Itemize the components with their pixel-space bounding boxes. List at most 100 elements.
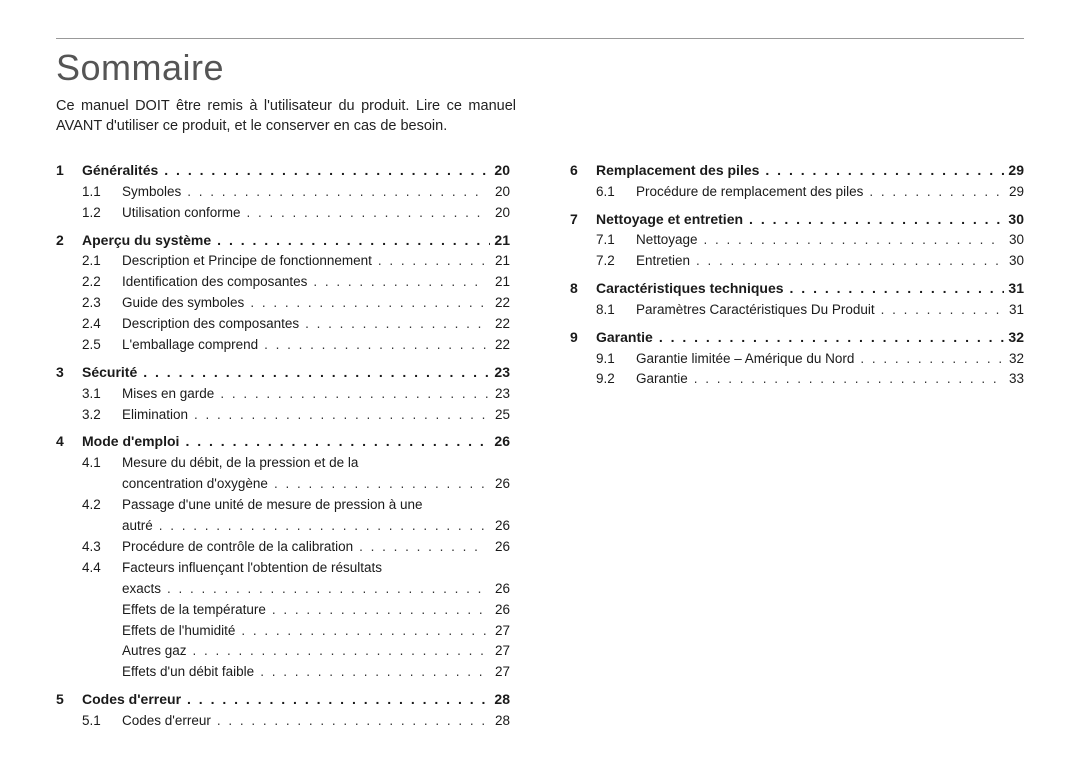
chapter-num: 9 <box>570 327 596 349</box>
chapter-page: 32 <box>1004 327 1024 349</box>
sub-title: Passage d'une unité de mesure de pressio… <box>122 495 510 516</box>
sub-num: 7.1 <box>596 230 636 251</box>
toc-section: 3Sécurité233.1Mises en garde233.2Elimina… <box>56 362 510 426</box>
sub-page: 27 <box>491 662 510 683</box>
chapter-title: Aperçu du système <box>82 230 490 252</box>
toc-sub-row: 7.1Nettoyage30 <box>570 230 1024 251</box>
toc-sub-row: Effets d'un débit faible27 <box>56 662 510 683</box>
sub-num: 1.2 <box>82 203 122 224</box>
chapter-num: 8 <box>570 278 596 300</box>
chapter-title: Généralités <box>82 160 490 182</box>
chapter-title: Codes d'erreur <box>82 689 490 711</box>
chapter-page: 26 <box>490 431 510 453</box>
toc-chapter-row: 7Nettoyage et entretien30 <box>570 209 1024 231</box>
toc-left-column: 1Généralités201.1Symboles201.2Utilisatio… <box>56 154 510 738</box>
toc-sub-row: 8.1Paramètres Caractéristiques Du Produi… <box>570 300 1024 321</box>
sub-num: 4.2 <box>82 495 122 516</box>
sub-page: 27 <box>491 621 510 642</box>
sub-num: 5.1 <box>82 711 122 732</box>
page-title: Sommaire <box>56 47 1024 89</box>
sub-title: Paramètres Caractéristiques Du Produit <box>636 300 1005 321</box>
toc-chapter-row: 2Aperçu du système21 <box>56 230 510 252</box>
toc-section: 4Mode d'emploi264.1Mesure du débit, de l… <box>56 431 510 683</box>
sub-page: 32 <box>1005 349 1024 370</box>
sub-num: 2.2 <box>82 272 122 293</box>
chapter-title: Nettoyage et entretien <box>596 209 1004 231</box>
sub-title: Effets d'un débit faible <box>122 662 491 683</box>
sub-num: 1.1 <box>82 182 122 203</box>
toc-sub-row: Effets de la température26 <box>56 600 510 621</box>
sub-title: Facteurs influençant l'obtention de résu… <box>122 558 510 579</box>
chapter-num: 3 <box>56 362 82 384</box>
sub-title: Mises en garde <box>122 384 491 405</box>
sub-title: Nettoyage <box>636 230 1005 251</box>
sub-title: Description et Principe de fonctionnemen… <box>122 251 491 272</box>
toc-chapter-row: 3Sécurité23 <box>56 362 510 384</box>
sub-page: 21 <box>491 251 510 272</box>
sub-page: 26 <box>491 537 510 558</box>
toc-sub-row: 6.1Procédure de remplacement des piles29 <box>570 182 1024 203</box>
sub-page: 33 <box>1005 369 1024 390</box>
sub-page: 29 <box>1005 182 1024 203</box>
sub-num: 3.2 <box>82 405 122 426</box>
toc-section: 9Garantie329.1Garantie limitée – Amériqu… <box>570 327 1024 391</box>
toc-sub-row: Autres gaz27 <box>56 641 510 662</box>
sub-num: 4.4 <box>82 558 122 579</box>
sub-page: 28 <box>491 711 510 732</box>
sub-page: 30 <box>1005 230 1024 251</box>
sub-title: Procédure de contrôle de la calibration <box>122 537 491 558</box>
chapter-title: Sécurité <box>82 362 490 384</box>
toc-sub-row: 2.5L'emballage comprend22 <box>56 335 510 356</box>
sub-page: 21 <box>491 272 510 293</box>
chapter-num: 7 <box>570 209 596 231</box>
toc-sub-row: 7.2Entretien30 <box>570 251 1024 272</box>
sub-page: 26 <box>491 600 510 621</box>
sub-page: 20 <box>491 182 510 203</box>
sub-page: 31 <box>1005 300 1024 321</box>
sub-num: 7.2 <box>596 251 636 272</box>
toc-columns: 1Généralités201.1Symboles201.2Utilisatio… <box>56 154 1024 738</box>
toc-chapter-row: 8Caractéristiques techniques31 <box>570 278 1024 300</box>
toc-chapter-row: 6Remplacement des piles29 <box>570 160 1024 182</box>
sub-title: Utilisation conforme <box>122 203 491 224</box>
sub-num: 2.3 <box>82 293 122 314</box>
sub-num: 2.4 <box>82 314 122 335</box>
toc-section: 2Aperçu du système212.1Description et Pr… <box>56 230 510 356</box>
sub-num: 4.1 <box>82 453 122 474</box>
sub-title: Effets de la température <box>122 600 491 621</box>
chapter-num: 2 <box>56 230 82 252</box>
toc-sub-row: 2.3Guide des symboles22 <box>56 293 510 314</box>
sub-page: 26 <box>491 516 510 537</box>
toc-section: 1Généralités201.1Symboles201.2Utilisatio… <box>56 160 510 224</box>
toc-sub-row: 4.4Facteurs influençant l'obtention de r… <box>56 558 510 600</box>
toc-sub-row: 1.2Utilisation conforme20 <box>56 203 510 224</box>
chapter-page: 29 <box>1004 160 1024 182</box>
toc-sub-row: 1.1Symboles20 <box>56 182 510 203</box>
chapter-page: 21 <box>490 230 510 252</box>
toc-section: 6Remplacement des piles296.1Procédure de… <box>570 160 1024 203</box>
chapter-page: 20 <box>490 160 510 182</box>
sub-num: 6.1 <box>596 182 636 203</box>
sub-title: L'emballage comprend <box>122 335 491 356</box>
chapter-page: 23 <box>490 362 510 384</box>
sub-num: 4.3 <box>82 537 122 558</box>
toc-sub-row: 3.1Mises en garde23 <box>56 384 510 405</box>
toc-sub-row: Effets de l'humidité27 <box>56 621 510 642</box>
sub-page: 23 <box>491 384 510 405</box>
sub-title: Mesure du débit, de la pression et de la <box>122 453 510 474</box>
toc-section: 5Codes d'erreur285.1Codes d'erreur28 <box>56 689 510 732</box>
sub-title: Autres gaz <box>122 641 491 662</box>
sub-page: 20 <box>491 203 510 224</box>
sub-title: Entretien <box>636 251 1005 272</box>
sub-title: Garantie limitée – Amérique du Nord <box>636 349 1005 370</box>
toc-sub-row: 4.2Passage d'une unité de mesure de pres… <box>56 495 510 537</box>
sub-num: 8.1 <box>596 300 636 321</box>
sub-num: 2.1 <box>82 251 122 272</box>
toc-section: 8Caractéristiques techniques318.1Paramèt… <box>570 278 1024 321</box>
toc-sub-row: 3.2Elimination25 <box>56 405 510 426</box>
sub-num: 3.1 <box>82 384 122 405</box>
toc-chapter-row: 4Mode d'emploi26 <box>56 431 510 453</box>
sub-title-cont: concentration d'oxygène <box>122 474 491 495</box>
toc-right-column: 6Remplacement des piles296.1Procédure de… <box>570 154 1024 738</box>
sub-num: 9.2 <box>596 369 636 390</box>
